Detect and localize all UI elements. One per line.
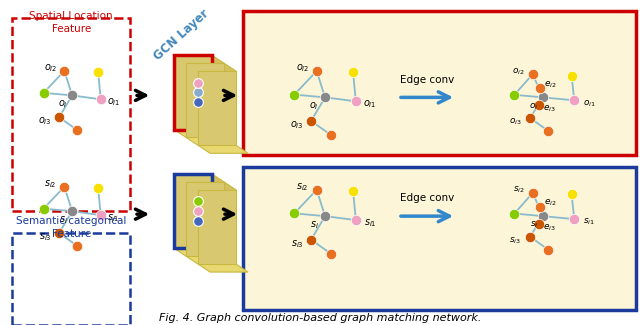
Polygon shape [174,130,224,137]
Polygon shape [212,174,224,256]
Text: $s_{i3}$: $s_{i3}$ [291,238,303,250]
Text: $e_{i2}$: $e_{i2}$ [544,79,557,90]
Text: $o_{i1}$: $o_{i1}$ [363,98,376,110]
Text: $s_{i2}$: $s_{i2}$ [296,181,309,193]
Text: Edge conv: Edge conv [400,74,454,84]
Text: $s_{i2}$: $s_{i2}$ [44,178,56,190]
Text: $o_i$: $o_i$ [58,98,68,110]
Text: Semantic categorical
Feature: Semantic categorical Feature [16,216,126,239]
Bar [174,55,212,130]
Polygon shape [224,182,236,264]
Text: $s_i$: $s_i$ [59,214,68,226]
Text: $o_{i3}$: $o_{i3}$ [509,117,522,127]
Text: $o_{i3}$: $o_{i3}$ [291,119,304,131]
FancyBboxPatch shape [243,11,636,155]
FancyBboxPatch shape [12,233,130,325]
Bar [174,174,212,248]
Text: $s_{i1}$: $s_{i1}$ [108,212,120,224]
Text: Edge conv: Edge conv [400,193,454,203]
Polygon shape [186,256,236,264]
Text: $o_i$: $o_i$ [529,101,539,111]
Polygon shape [198,145,248,153]
Text: $o_{i2}$: $o_{i2}$ [44,62,57,74]
Text: Spatial Location
Feature: Spatial Location Feature [29,11,113,34]
Text: $s_i$: $s_i$ [530,220,538,230]
Bar [186,182,224,256]
Polygon shape [212,55,224,137]
Polygon shape [224,63,236,145]
Text: GCN Layer: GCN Layer [151,7,211,63]
Text: $s_{i3}$: $s_{i3}$ [509,235,521,246]
Text: $o_{i1}$: $o_{i1}$ [107,97,120,108]
Text: $s_{i2}$: $s_{i2}$ [513,185,525,195]
Text: $o_{i2}$: $o_{i2}$ [512,66,525,76]
Text: $o_{i2}$: $o_{i2}$ [296,62,309,74]
Polygon shape [198,264,248,272]
FancyBboxPatch shape [12,18,130,211]
Text: $e_{i3}$: $e_{i3}$ [543,104,556,114]
Bar [198,71,236,145]
Text: $o_{i1}$: $o_{i1}$ [583,98,596,109]
FancyBboxPatch shape [243,167,636,310]
Polygon shape [174,248,224,256]
Polygon shape [186,137,236,145]
Text: $e_{i2}$: $e_{i2}$ [544,198,557,208]
Text: $o_i$: $o_i$ [309,100,319,112]
Bar [198,190,236,264]
Text: $s_i$: $s_i$ [310,219,319,231]
Text: $s_{i1}$: $s_{i1}$ [364,217,376,229]
Text: $e_{i3}$: $e_{i3}$ [543,223,556,233]
Text: $o_{i3}$: $o_{i3}$ [38,115,52,127]
Text: $s_{i3}$: $s_{i3}$ [39,231,52,243]
Text: $s_{i1}$: $s_{i1}$ [583,217,595,227]
Text: Fig. 4. Graph convolution-based graph matching network.: Fig. 4. Graph convolution-based graph ma… [159,313,481,323]
Bar [186,63,224,137]
